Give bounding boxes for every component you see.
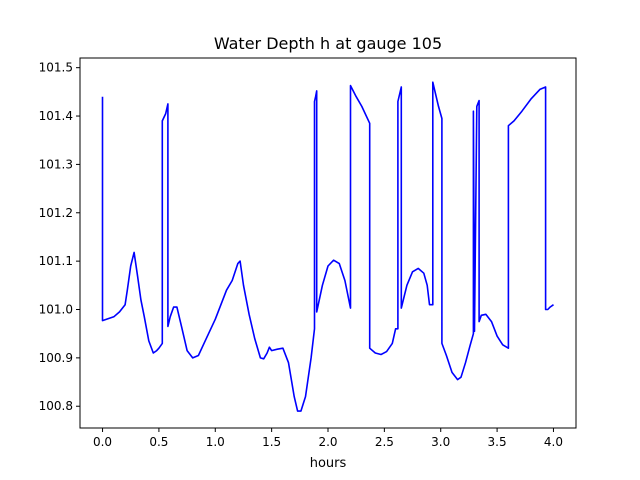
chart-title: Water Depth h at gauge 105 — [214, 34, 442, 53]
y-tick-label: 101.5 — [39, 61, 73, 75]
x-tick-label: 1.5 — [262, 435, 281, 449]
series-layer — [101, 81, 554, 412]
y-tick-label: 100.8 — [39, 399, 73, 413]
x-tick-label: 1.0 — [206, 435, 225, 449]
x-tick-label: 3.0 — [431, 435, 450, 449]
x-tick-label: 0.0 — [93, 435, 112, 449]
axes-frame — [79, 57, 577, 429]
y-tick-label: 101.1 — [39, 254, 73, 268]
y-tick-label: 100.9 — [39, 351, 73, 365]
x-tick-label: 2.0 — [318, 435, 337, 449]
y-tick-label: 101.4 — [39, 109, 73, 123]
x-axis: 0.0 0.5 1.0 1.5 2.0 2.5 3.0 3.5 4.0 — [93, 428, 563, 449]
y-tick-label: 101.3 — [39, 157, 73, 171]
y-axis: 100.8 100.9 101.0 101.1 101.2 101.3 101.4 101.5 — [39, 61, 80, 413]
x-tick-label: 3.5 — [488, 435, 507, 449]
x-tick-label: 2.5 — [375, 435, 394, 449]
x-tick-label: 4.0 — [544, 435, 563, 449]
y-tick-label: 101.0 — [39, 303, 73, 317]
x-axis-label: hours — [310, 456, 347, 471]
series-line — [101, 81, 554, 412]
x-tick-label: 0.5 — [149, 435, 168, 449]
y-tick-label: 101.2 — [39, 206, 73, 220]
